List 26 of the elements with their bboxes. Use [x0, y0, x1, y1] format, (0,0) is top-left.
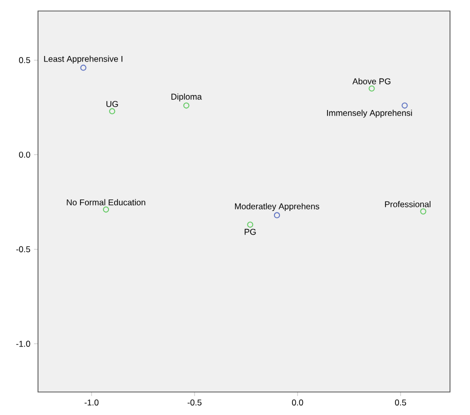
annotation: Immensely Apprehensi: [327, 110, 412, 118]
point: [183, 102, 190, 109]
annotation: Above PG: [352, 78, 390, 84]
point: [368, 85, 375, 92]
point: [402, 102, 408, 109]
annotation: Least Apprehensive I: [44, 56, 122, 64]
y-tick-label: 0.0: [19, 152, 30, 158]
x-tick-label: 0.0: [292, 400, 304, 406]
point: [420, 208, 426, 214]
point: [102, 206, 110, 213]
point: [109, 108, 116, 114]
point: [80, 64, 86, 71]
annotation: UG: [106, 101, 118, 108]
x-tick-label: 0.5: [395, 400, 406, 406]
y-tick-label: 0.5: [19, 57, 30, 64]
annotation: PG: [244, 228, 256, 235]
point: [247, 222, 254, 228]
x-tick-label: -1.0: [84, 400, 99, 406]
x-tick-label: -0.5: [188, 400, 202, 406]
y-tick-label: -0.5: [16, 246, 30, 252]
annotation: No Formal Education: [66, 199, 146, 206]
annotation: Professional: [385, 201, 430, 208]
annotation: Moderatley Apprehens: [235, 203, 320, 212]
point: [274, 212, 280, 218]
y-tick-label: -1.0: [16, 340, 30, 347]
annotation: Diploma: [171, 93, 202, 102]
